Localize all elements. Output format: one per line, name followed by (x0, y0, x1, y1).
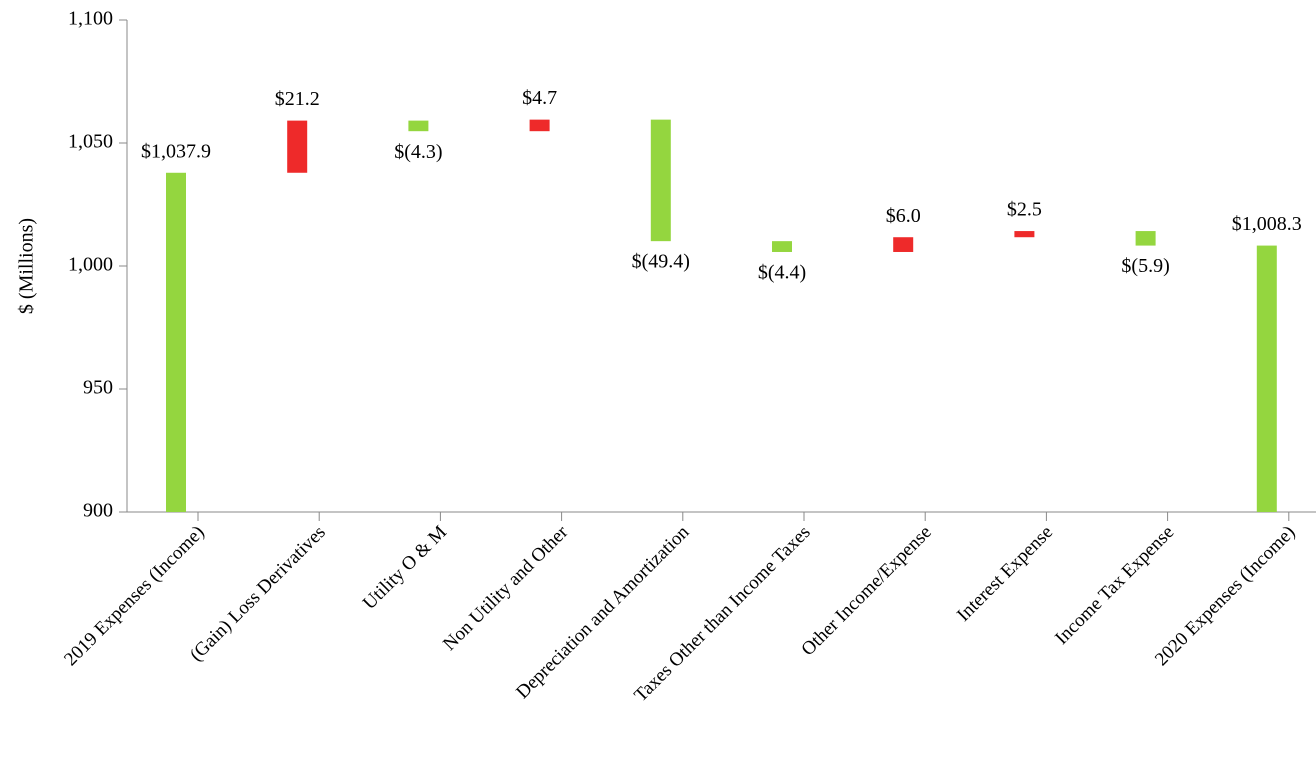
x-tick-label: Non Utility and Other (439, 521, 573, 655)
change-bar (1135, 231, 1156, 246)
y-tick-label: 1,100 (68, 8, 113, 30)
x-tick-label: Other Income/Expense (797, 522, 935, 660)
x-tick-label: 2019 Expenses (Income) (60, 522, 208, 670)
total-bar (166, 172, 186, 513)
value-label: $6.0 (886, 205, 921, 227)
change-bar (893, 237, 914, 252)
total-bar (1256, 245, 1277, 512)
value-label: $(5.9) (1121, 255, 1169, 277)
value-label: $(49.4) (632, 251, 690, 273)
value-label: $(4.4) (758, 262, 806, 284)
value-label: $2.5 (1007, 199, 1042, 221)
change-bar (529, 119, 550, 132)
value-label: $(4.3) (394, 141, 442, 163)
y-tick-label: 1,000 (68, 254, 113, 276)
x-tick-label: 2020 Expenses (Income) (1151, 522, 1299, 670)
y-tick-label: 950 (83, 377, 113, 399)
x-tick-label: Utility O & M (359, 522, 451, 614)
change-bar (650, 119, 671, 242)
value-label: $4.7 (522, 87, 557, 109)
x-tick-label: Interest Expense (953, 522, 1057, 626)
change-bar (772, 241, 792, 252)
value-label: $1,008.3 (1232, 213, 1302, 235)
y-tick-label: 900 (83, 500, 113, 522)
change-bar (408, 120, 429, 132)
value-label: $21.2 (275, 88, 320, 110)
change-bar (1014, 231, 1035, 238)
x-tick-label: (Gain) Loss Derivatives (186, 522, 330, 666)
change-bar (287, 120, 308, 173)
x-tick-label: Income Tax Expense (1051, 522, 1178, 649)
y-axis-title: $ (Millions) (16, 218, 38, 314)
value-label: $1,037.9 (141, 140, 211, 162)
y-tick-label: 1,050 (68, 131, 113, 153)
